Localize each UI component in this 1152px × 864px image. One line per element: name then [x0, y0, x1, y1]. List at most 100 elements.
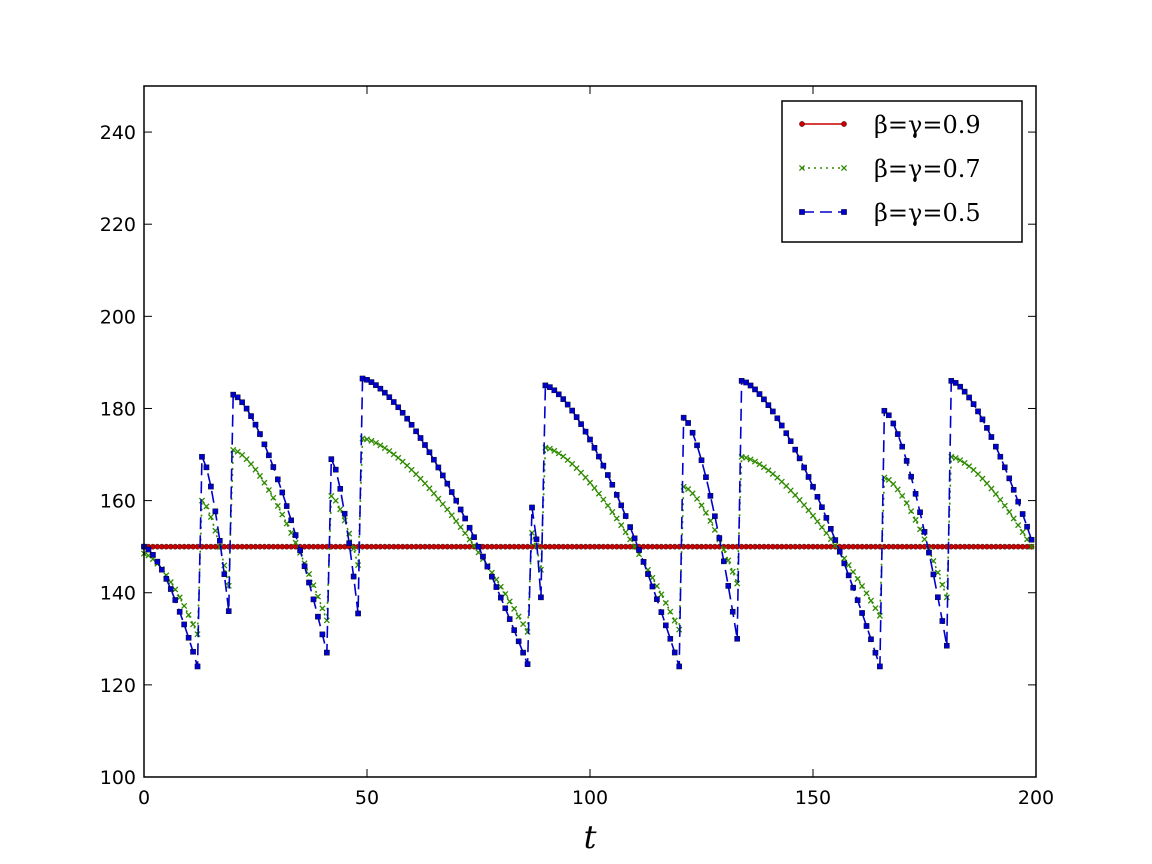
data-point: [903, 500, 910, 507]
data-point: [823, 515, 830, 521]
data-point: [743, 379, 749, 386]
data-point: [283, 503, 290, 509]
data-point: [457, 506, 464, 513]
data-point: [756, 391, 763, 397]
data-point: [774, 415, 781, 422]
data-point: [217, 538, 223, 544]
data-point: [890, 420, 897, 427]
data-point: [234, 448, 241, 455]
data-point: [881, 407, 888, 414]
data-point: [926, 549, 932, 556]
data-point: [1010, 487, 1017, 493]
data-point: [618, 522, 625, 529]
data-point: [596, 453, 602, 460]
data-point: [819, 504, 825, 510]
y-tick-label: 220: [100, 214, 136, 236]
data-point: [979, 475, 986, 482]
data-point: [801, 464, 807, 471]
data-point: [649, 583, 656, 590]
data-point: [689, 429, 696, 436]
data-point: [190, 648, 196, 655]
data-point: [729, 568, 736, 575]
y-tick-label: 200: [100, 306, 136, 328]
data-point: [475, 543, 482, 550]
series-layer: [140, 375, 1035, 670]
data-point: [988, 434, 995, 440]
x-tick-label: 0: [138, 787, 150, 809]
data-point: [332, 497, 339, 504]
data-point: [805, 474, 812, 480]
data-point: [489, 573, 495, 580]
data-point: [809, 512, 817, 519]
data-point: [743, 454, 750, 461]
data-point: [636, 547, 642, 553]
data-point: [578, 469, 585, 476]
data-point: [984, 425, 990, 431]
data-point: [917, 509, 923, 516]
y-tick-label: 180: [100, 398, 136, 420]
data-point: [618, 502, 625, 509]
data-point: [221, 571, 228, 578]
data-point: [707, 517, 714, 525]
data-point: [247, 461, 255, 468]
data-point: [609, 481, 616, 488]
data-point: [886, 412, 892, 419]
data-point: [511, 605, 518, 612]
data-point: [872, 605, 879, 612]
data-point: [252, 466, 259, 473]
data-point: [533, 536, 540, 543]
data-point: [787, 438, 794, 444]
data-point: [586, 479, 594, 486]
data-point: [466, 524, 473, 531]
data-point: [453, 518, 460, 525]
data-point: [605, 472, 611, 478]
data-point: [993, 443, 999, 450]
data-point: [439, 501, 446, 508]
data-point: [573, 465, 580, 472]
data-point: [792, 446, 798, 453]
data-point: [992, 490, 999, 498]
data-point: [663, 622, 669, 629]
data-point: [760, 464, 767, 471]
data-point: [274, 502, 281, 509]
data-point: [676, 663, 682, 670]
data-point: [872, 649, 879, 656]
legend-marker: [841, 121, 847, 127]
y-tick-label: 160: [100, 491, 136, 513]
data-point: [1015, 498, 1021, 505]
data-point: [368, 379, 375, 385]
data-point: [1006, 475, 1013, 482]
axis-ticks: 0 50 100 150 200 100 120 140 160 180 200 220 240: [100, 86, 1054, 809]
data-point: [261, 479, 268, 486]
data-point: [792, 492, 799, 499]
data-point: [859, 610, 865, 616]
data-point: [257, 431, 263, 437]
data-point: [988, 485, 995, 492]
data-point: [417, 475, 424, 482]
data-point: [203, 464, 210, 471]
data-point: [234, 394, 241, 401]
data-point: [622, 529, 629, 536]
data-point: [288, 517, 294, 524]
data-point: [578, 421, 584, 427]
data-point: [426, 449, 433, 456]
data-point: [952, 380, 959, 386]
data-point: [373, 382, 379, 388]
data-point: [997, 453, 1004, 460]
data-point: [627, 524, 633, 530]
data-point: [265, 486, 272, 494]
data-point: [747, 382, 754, 389]
data-point: [613, 492, 620, 498]
data-point: [163, 576, 170, 582]
data-point: [912, 516, 919, 523]
data-point: [341, 510, 348, 517]
data-point: [694, 442, 700, 449]
data-point: [564, 401, 571, 408]
data-point: [765, 467, 772, 474]
data-point: [145, 546, 152, 553]
data-point: [555, 391, 562, 398]
data-point: [417, 435, 424, 441]
x-tick-label: 100: [572, 787, 608, 809]
data-point: [328, 456, 335, 462]
